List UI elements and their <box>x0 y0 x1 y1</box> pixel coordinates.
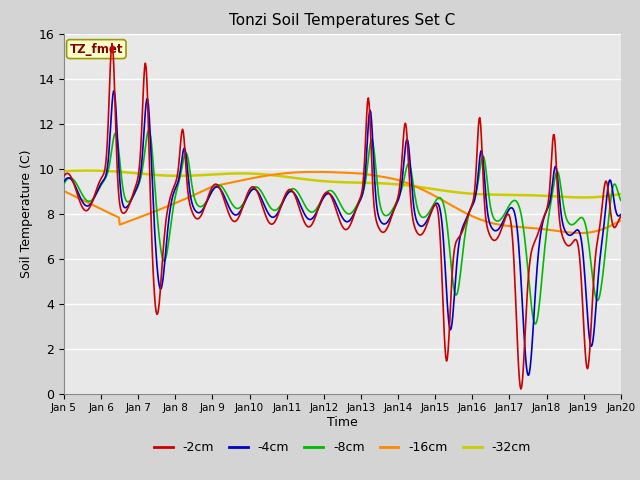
Y-axis label: Soil Temperature (C): Soil Temperature (C) <box>20 149 33 278</box>
Legend: -2cm, -4cm, -8cm, -16cm, -32cm: -2cm, -4cm, -8cm, -16cm, -32cm <box>149 436 536 459</box>
X-axis label: Time: Time <box>327 416 358 429</box>
Text: TZ_fmet: TZ_fmet <box>70 43 123 56</box>
Title: Tonzi Soil Temperatures Set C: Tonzi Soil Temperatures Set C <box>229 13 456 28</box>
